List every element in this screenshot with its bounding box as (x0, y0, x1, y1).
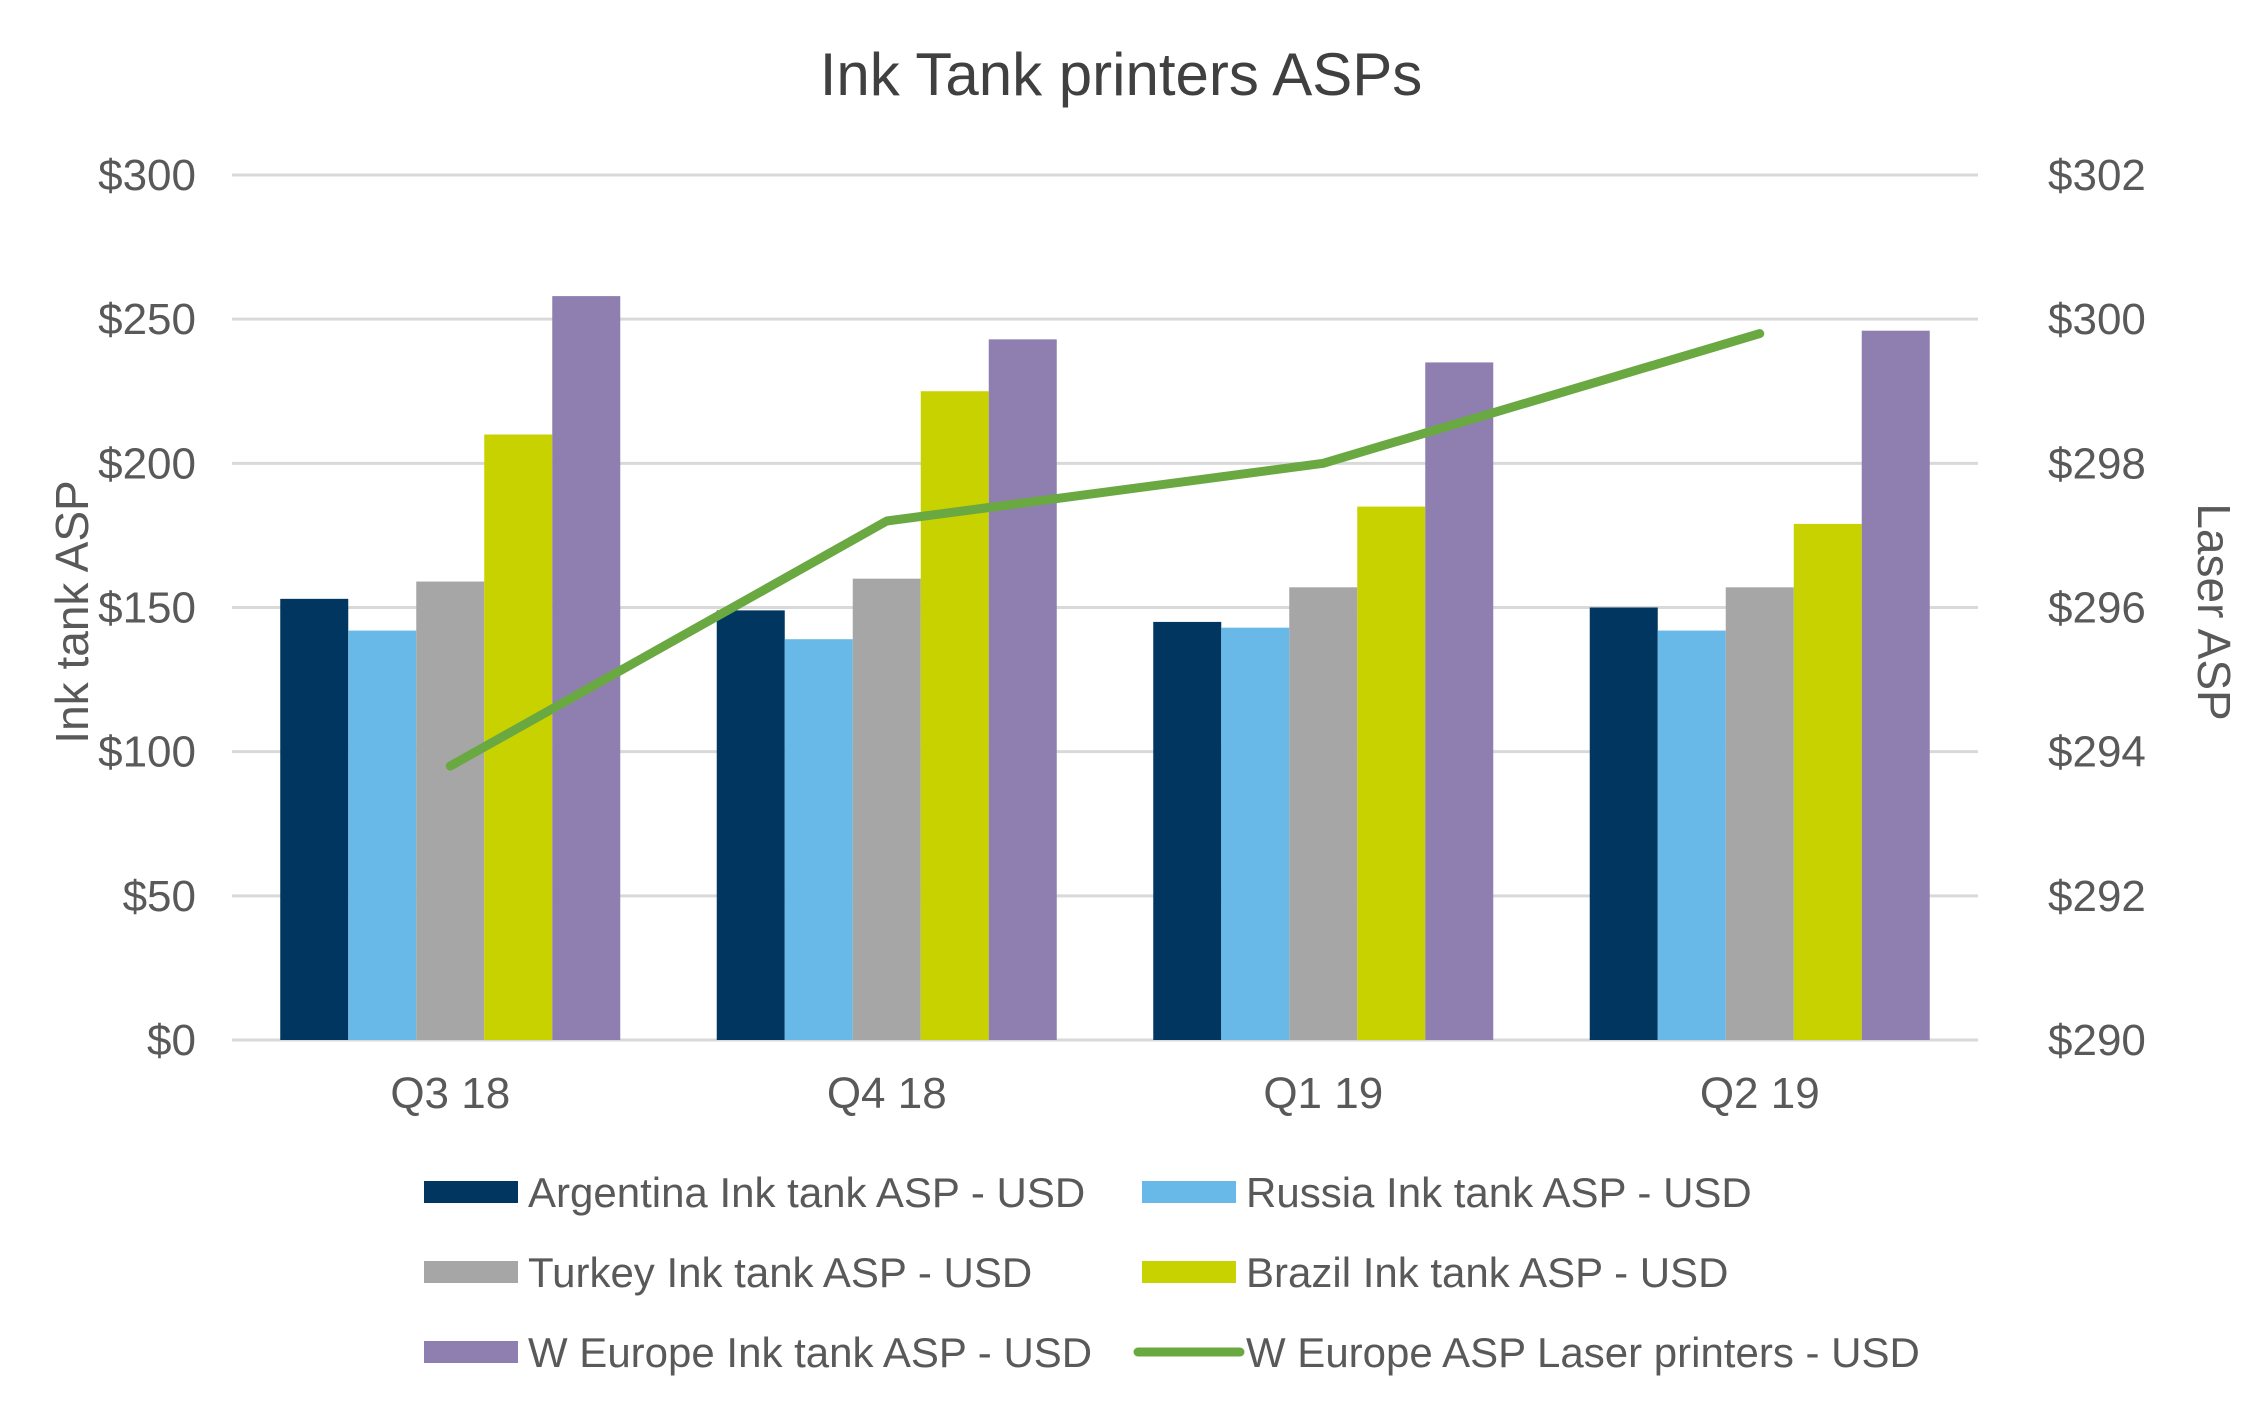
chart-title: Ink Tank printers ASPs (820, 41, 1423, 108)
right-tick-label: $300 (2048, 295, 2146, 344)
legend-label: W Europe Ink tank ASP - USD (528, 1329, 1092, 1376)
left-axis-title: Ink tank ASP (46, 480, 98, 743)
legend-swatch (424, 1261, 518, 1283)
line-series-group (445, 329, 1765, 771)
bar (1861, 330, 1930, 1040)
bar (280, 598, 349, 1040)
left-tick-label: $200 (98, 439, 196, 488)
left-tick-label: $100 (98, 728, 196, 777)
x-tick-label: Q3 18 (390, 1069, 510, 1118)
legend: Argentina Ink tank ASP - USD Russia Ink t… (424, 1169, 1920, 1376)
bar (920, 391, 989, 1040)
right-tick-label: $292 (2048, 872, 2146, 921)
x-tick-label: Q4 18 (827, 1069, 947, 1118)
legend-label: Argentina Ink tank ASP - USD (528, 1169, 1085, 1216)
x-tick-label: Q1 19 (1263, 1069, 1383, 1118)
bar (1289, 587, 1358, 1040)
left-tick-label: $50 (123, 872, 196, 921)
bar (552, 296, 621, 1041)
bar (348, 630, 417, 1040)
legend-swatch (424, 1341, 518, 1363)
legend-swatch (1142, 1181, 1236, 1203)
right-tick-label: $294 (2048, 728, 2146, 777)
legend-label: W Europe ASP Laser printers - USD (1246, 1329, 1920, 1376)
x-axis-ticks: Q3 18 Q4 18 Q1 19 Q2 19 (390, 1069, 1819, 1118)
right-tick-label: $296 (2048, 584, 2146, 633)
bar (1725, 587, 1794, 1040)
x-tick-label: Q2 19 (1700, 1069, 1820, 1118)
left-tick-label: $300 (98, 151, 196, 200)
left-tick-label: $250 (98, 295, 196, 344)
bar (988, 339, 1057, 1041)
bar (1221, 627, 1290, 1040)
bar (1589, 607, 1658, 1040)
right-tick-label: $298 (2048, 439, 2146, 488)
bar (1793, 523, 1862, 1040)
bar (852, 578, 921, 1040)
bar (1657, 630, 1726, 1040)
bar (716, 610, 785, 1040)
legend-label: Turkey Ink tank ASP - USD (528, 1249, 1032, 1296)
bar (1425, 362, 1494, 1041)
legend-swatch (424, 1181, 518, 1203)
bar (416, 581, 485, 1040)
legend-swatch (1142, 1261, 1236, 1283)
right-axis-ticks: $290 $292 $294 $296 $298 $300 $302 (2048, 151, 2146, 1065)
right-axis-title: Laser ASP (2188, 503, 2240, 720)
left-axis-ticks: $0 $50 $100 $150 $200 $250 $300 (98, 151, 196, 1065)
right-tick-label: $290 (2048, 1016, 2146, 1065)
right-tick-label: $302 (2048, 151, 2146, 200)
series-line (445, 329, 1765, 771)
bar-series-group (280, 296, 1930, 1041)
bar (1357, 506, 1426, 1040)
bar (784, 639, 853, 1040)
left-tick-label: $150 (98, 584, 196, 633)
left-tick-label: $0 (147, 1016, 196, 1065)
legend-label: Brazil Ink tank ASP - USD (1246, 1249, 1728, 1296)
legend-label: Russia Ink tank ASP - USD (1246, 1169, 1752, 1216)
bar (1153, 621, 1222, 1040)
